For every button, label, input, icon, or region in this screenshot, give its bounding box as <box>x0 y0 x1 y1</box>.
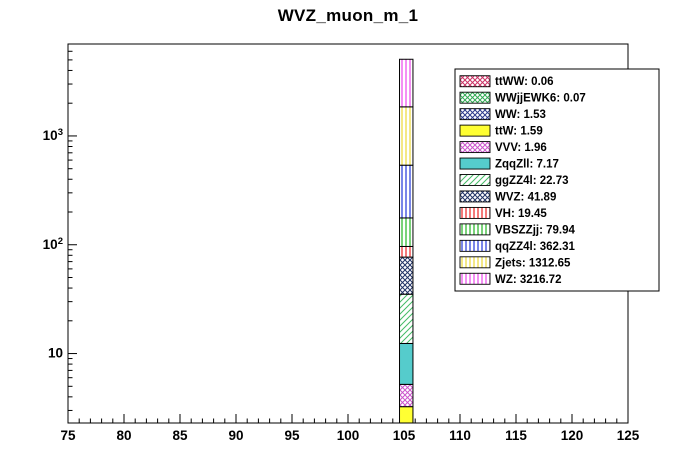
y-tick-label: 102 <box>43 236 63 252</box>
x-tick-label: 95 <box>284 428 300 443</box>
x-tick-label: 85 <box>172 428 188 443</box>
legend-item: VH: 19.45 <box>459 206 547 220</box>
legend-item: WZ: 3216.72 <box>459 272 561 286</box>
legend-label: ttW: 1.59 <box>495 126 543 138</box>
legend-label: ttWW: 0.06 <box>495 76 554 88</box>
legend-label: Zjets: 1312.65 <box>495 257 571 269</box>
legend-label: qqZZ4l: 362.31 <box>495 241 575 253</box>
legend-swatch <box>459 272 491 285</box>
x-tick-label: 115 <box>505 428 527 443</box>
legend-swatch <box>459 75 491 88</box>
bar-segment-VVV <box>399 383 414 408</box>
legend-label: WWjjEWK6: 0.07 <box>495 93 586 105</box>
y-tick-label: 103 <box>43 127 63 143</box>
legend-label: WZ: 3216.72 <box>495 274 561 286</box>
chart-title: WVZ_muon_m_1 <box>277 6 419 25</box>
legend-swatch <box>459 206 491 219</box>
legend-item: ttWW: 0.06 <box>459 75 554 88</box>
legend-label: VVV: 1.96 <box>495 142 547 154</box>
legend-swatch <box>459 157 491 170</box>
legend-item: WWjjEWK6: 0.07 <box>459 91 586 105</box>
x-tick-label: 120 <box>561 428 584 443</box>
legend-swatch <box>459 108 491 121</box>
legend-label: VH: 19.45 <box>495 208 547 220</box>
legend-item: WW: 1.53 <box>459 108 546 121</box>
legend-label: ZqqZll: 7.17 <box>495 159 559 171</box>
legend-item: ggZZ4l: 22.73 <box>459 174 569 187</box>
legend-box: ttWW: 0.06 WWjjEWK6: 0.07 WW: 1.53 ttW: 1.5… <box>454 68 660 292</box>
legend-label: WW: 1.53 <box>495 109 546 121</box>
x-tick-label: 125 <box>617 428 640 443</box>
x-tick-label: 100 <box>337 428 360 443</box>
legend-swatch <box>459 124 491 137</box>
bar-segment-WZ <box>399 58 414 108</box>
legend-item: VVV: 1.96 <box>459 141 547 154</box>
bar-segment-ttW <box>399 406 414 424</box>
legend-label: ggZZ4l: 22.73 <box>495 175 569 187</box>
bar-segment-VBSZZjj <box>399 217 414 247</box>
legend-swatch <box>459 239 491 252</box>
legend-swatch <box>459 91 491 104</box>
legend-item: ZqqZll: 7.17 <box>459 157 559 171</box>
legend-label: VBSZZjj: 79.94 <box>495 224 575 236</box>
y-tick-label: 10 <box>48 346 63 361</box>
x-tick-label: 80 <box>116 428 131 443</box>
legend-swatch <box>459 223 491 236</box>
bar-segment-VH <box>399 245 414 258</box>
legend-label: WVZ: 41.89 <box>495 191 556 203</box>
bar-segment-qqZZ4l <box>399 164 414 219</box>
bar-segment-ZqqZll <box>399 342 414 385</box>
x-tick-label: 110 <box>449 428 471 443</box>
legend-swatch <box>459 256 491 269</box>
bar-segment-ggZZ4l <box>399 293 414 344</box>
legend-item: qqZZ4l: 362.31 <box>459 239 575 253</box>
legend-item: ttW: 1.59 <box>459 124 543 138</box>
legend-swatch <box>459 141 491 154</box>
legend-item: VBSZZjj: 79.94 <box>459 223 575 236</box>
legend-swatch <box>459 190 491 203</box>
x-tick-label: 75 <box>60 428 76 443</box>
legend-swatch <box>459 174 491 186</box>
bar-segment-Zjets <box>399 106 414 166</box>
legend-item: Zjets: 1312.65 <box>459 256 571 269</box>
x-tick-label: 90 <box>228 428 243 443</box>
x-tick-label: 105 <box>393 428 416 443</box>
legend-item: WVZ: 41.89 <box>459 190 556 203</box>
bar-segment-WVZ <box>399 256 414 295</box>
